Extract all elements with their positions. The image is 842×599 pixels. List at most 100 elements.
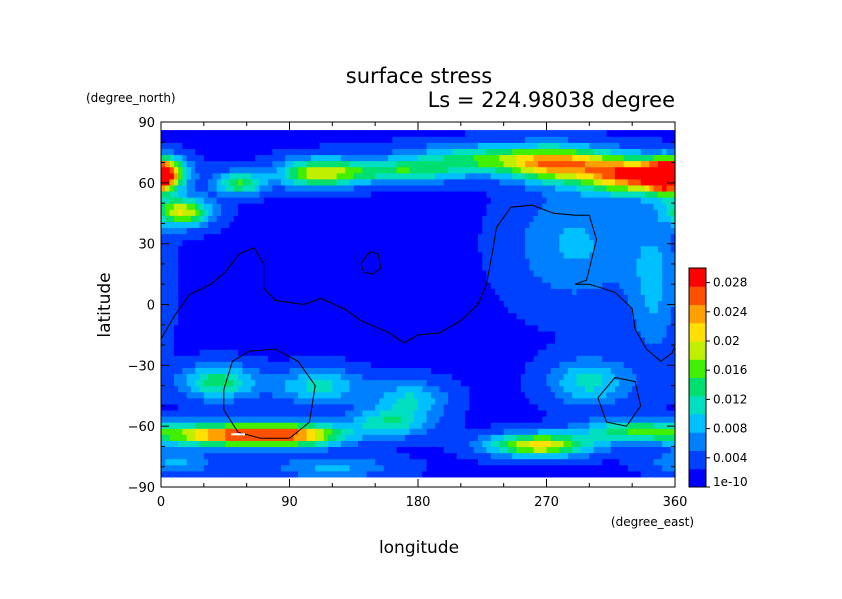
heatmap-cell <box>315 221 321 229</box>
heatmap-cell <box>585 288 590 295</box>
heatmap-cell <box>632 263 638 271</box>
heatmap-cell <box>225 245 231 253</box>
heatmap-cell <box>559 379 565 387</box>
heatmap-cell <box>473 391 479 399</box>
heatmap-cell <box>388 288 393 295</box>
heatmap-cell <box>653 324 659 332</box>
heatmap-cell <box>435 330 441 338</box>
heatmap-cell <box>405 458 411 466</box>
heatmap-cell <box>576 397 582 405</box>
heatmap-cell <box>405 464 411 472</box>
heatmap-cell <box>499 397 505 405</box>
heatmap-cell <box>512 251 518 259</box>
heatmap-cell <box>619 391 625 399</box>
heatmap-cell <box>499 409 505 417</box>
heatmap-cell <box>186 452 192 460</box>
heatmap-cell <box>289 361 295 368</box>
heatmap-cell <box>392 270 398 277</box>
heatmap-cell <box>362 270 368 277</box>
heatmap-cell <box>400 330 406 338</box>
heatmap-cell <box>473 409 479 417</box>
heatmap-cell <box>670 324 676 332</box>
heatmap-cell <box>370 288 376 295</box>
heatmap-cell <box>572 251 578 259</box>
heatmap-cell <box>435 336 441 344</box>
heatmap-cell <box>482 288 488 295</box>
heatmap-cell <box>216 391 222 399</box>
heatmap-cell <box>268 428 273 435</box>
heatmap-cell <box>366 409 372 417</box>
heatmap-cell <box>392 233 398 241</box>
heatmap-cell <box>289 263 295 271</box>
heatmap-cell <box>263 397 269 405</box>
heatmap-cell <box>610 403 616 411</box>
heatmap-cell <box>238 343 243 350</box>
heatmap-cell <box>319 294 325 302</box>
heatmap-cell <box>366 288 372 295</box>
heatmap-cell <box>366 239 372 247</box>
heatmap-cell <box>345 306 351 314</box>
heatmap-cell <box>173 239 179 247</box>
heatmap-cell <box>627 312 633 320</box>
heatmap-cell <box>447 379 453 387</box>
heatmap-cell <box>645 245 650 253</box>
heatmap-cell <box>550 312 556 320</box>
heatmap-cell <box>276 385 282 393</box>
heatmap-cell <box>469 355 475 362</box>
heatmap-cell <box>161 428 166 435</box>
heatmap-cell <box>602 361 608 368</box>
heatmap-cell <box>208 330 213 338</box>
heatmap-cell <box>443 446 449 454</box>
heatmap-cell <box>246 428 252 435</box>
heatmap-cell <box>306 270 312 277</box>
heatmap-cell <box>169 324 175 332</box>
heatmap-cell <box>310 227 316 235</box>
heatmap-cell <box>465 440 470 448</box>
heatmap-cell <box>525 367 530 375</box>
heatmap-cell <box>165 239 171 247</box>
heatmap-cell <box>559 300 565 308</box>
heatmap-cell <box>263 367 269 375</box>
heatmap-cell <box>452 221 458 229</box>
heatmap-cell <box>482 409 488 417</box>
heatmap-cell <box>186 416 192 423</box>
heatmap-cell <box>332 343 338 350</box>
heatmap-cell <box>388 263 393 271</box>
heatmap-cell <box>619 355 625 362</box>
heatmap-cell <box>409 263 415 271</box>
heatmap-cell <box>636 361 642 368</box>
heatmap-cell <box>623 282 629 289</box>
heatmap-cell <box>447 251 453 259</box>
heatmap-cell <box>649 373 655 381</box>
heatmap-cell <box>366 263 372 271</box>
heatmap-cell <box>465 464 470 472</box>
heatmap-cell <box>388 239 393 247</box>
heatmap-cell <box>332 391 338 399</box>
heatmap-cell <box>555 440 560 448</box>
heatmap-cell <box>520 409 526 417</box>
heatmap-cell <box>460 409 466 417</box>
heatmap-cell <box>413 458 419 466</box>
heatmap-cell <box>353 312 359 320</box>
heatmap-cell <box>640 422 646 429</box>
heatmap-cell <box>388 257 393 265</box>
heatmap-cell <box>443 282 449 289</box>
heatmap-cell <box>645 452 650 460</box>
heatmap-cell <box>593 409 599 417</box>
heatmap-cell <box>375 470 381 478</box>
heatmap-cell <box>469 470 475 478</box>
heatmap-cell <box>422 367 428 375</box>
heatmap-cell <box>409 324 415 332</box>
heatmap-cell <box>409 464 415 472</box>
heatmap-cell <box>666 446 672 454</box>
heatmap-cell <box>306 428 312 435</box>
heatmap-cell <box>336 422 342 429</box>
heatmap-cell <box>473 343 479 350</box>
heatmap-cell <box>233 245 239 253</box>
heatmap-cell <box>161 391 166 399</box>
heatmap-cell <box>542 282 548 289</box>
heatmap-cell <box>507 434 513 441</box>
heatmap-cell <box>285 446 291 454</box>
heatmap-cell <box>250 336 256 344</box>
heatmap-cell <box>589 464 595 472</box>
